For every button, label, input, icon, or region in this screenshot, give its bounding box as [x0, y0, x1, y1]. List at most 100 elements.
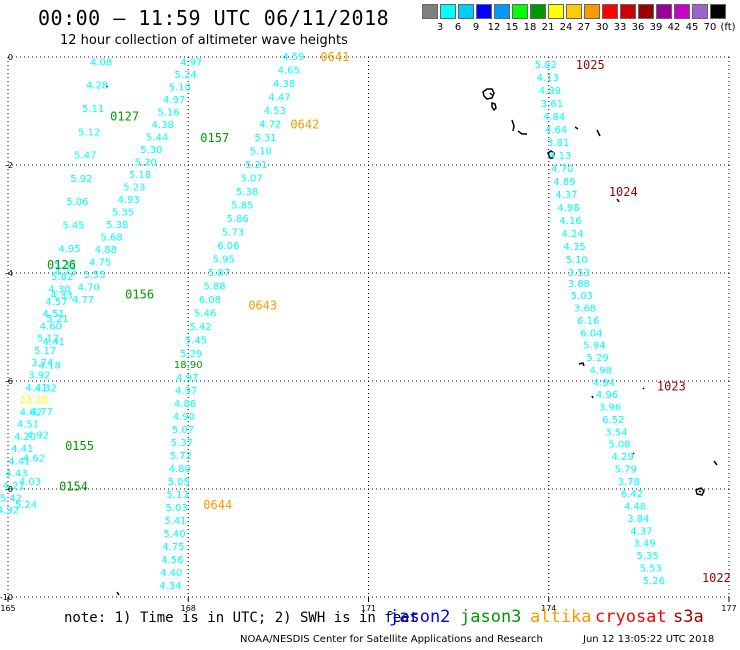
- swh-value: 4.51: [17, 420, 39, 431]
- legend-altika: altika: [530, 607, 592, 627]
- chart-title: 00:00 – 11:59 UTC 06/11/2018: [38, 6, 390, 30]
- axes: 165 168 171 174 177 0 -2 -4 -6 -8 -10: [0, 53, 737, 613]
- swh-value: 5.08: [608, 440, 630, 451]
- scale-swatch: [602, 4, 618, 19]
- swh-value: 3.53: [568, 268, 590, 279]
- swh-value: 5.73: [222, 228, 244, 239]
- swh-value: 4.48: [624, 502, 646, 513]
- swh-value: 4.16: [559, 216, 581, 227]
- swh-value: 4.37: [555, 190, 577, 201]
- swh-value: 5.94: [583, 341, 605, 352]
- y-tick-label: -6: [5, 377, 13, 386]
- swh-value: 5.55: [83, 270, 105, 281]
- swh-value: 4.95: [58, 244, 80, 255]
- swh-value: 23.28: [19, 395, 48, 406]
- swh-value: 3.84: [627, 514, 649, 525]
- swh-value: 5.87: [208, 268, 230, 279]
- swh-value: 4.03: [19, 477, 41, 488]
- pass-time-label: 0642: [290, 118, 319, 132]
- swh-value: 6.42: [621, 489, 643, 500]
- swh-value: 4.97: [163, 95, 185, 106]
- scale-label: 42: [667, 22, 681, 33]
- scale-label: 45: [685, 22, 699, 33]
- swh-value: 4.92: [27, 430, 49, 441]
- scale-swatch: [710, 4, 726, 19]
- swh-value: 4.64: [545, 125, 567, 136]
- swh-value: 4.32: [35, 384, 57, 395]
- swh-value: 4.38: [152, 120, 174, 131]
- footer-source: NOAA/NESDIS Center for Satellite Applica…: [240, 634, 543, 645]
- swh-value: 4.20: [14, 432, 36, 443]
- swh-value: 4.28: [86, 81, 108, 92]
- scale-swatch: [458, 4, 474, 19]
- swh-value: 5.03: [165, 503, 187, 514]
- pass-time-label: 1023: [657, 379, 686, 393]
- x-tick-label: 165: [0, 604, 15, 613]
- swh-value: 4.93: [118, 195, 140, 206]
- swh-value: 6.06: [217, 241, 239, 252]
- swh-value: 4.40: [160, 568, 182, 579]
- swh-value: 4.94: [593, 378, 615, 389]
- swh-value: 4.88: [95, 245, 117, 256]
- swh-value: 5.68: [100, 232, 122, 243]
- chart-subtitle: 12 hour collection of altimeter wave hei…: [60, 33, 348, 48]
- pass-time-label: 0644: [203, 498, 232, 512]
- island: [491, 101, 497, 112]
- scale-swatch: [674, 4, 690, 19]
- swh-value: 3.92: [28, 370, 50, 381]
- legend-cryosat: cryosat: [595, 607, 667, 627]
- swh-value: 5.05: [168, 477, 190, 488]
- pass-time-label: 0126: [47, 258, 76, 272]
- swh-value: 5.18: [129, 170, 151, 181]
- swh-value: 4.70: [78, 282, 100, 293]
- footer-timestamp: Jun 12 13:05:22 UTC 2018: [583, 634, 715, 645]
- tracks: 4.08 4.28 5.11 5.12 5.47 5.92 5.06 5.45 4.95 4.73…: [0, 52, 665, 592]
- scale-swatch: [620, 4, 636, 19]
- scale-label: 39: [649, 22, 663, 33]
- swh-value: 6.16: [577, 316, 599, 327]
- swh-value: 5.23: [123, 182, 145, 193]
- swh-value: 4.65: [278, 66, 300, 77]
- scale-label: 33: [613, 22, 627, 33]
- scale-label: 27: [577, 22, 591, 33]
- island: [511, 119, 527, 135]
- swh-value: 4.62: [23, 454, 45, 465]
- swh-value: 5.82: [51, 272, 73, 283]
- swh-value: 4.21: [3, 481, 25, 492]
- pass-time-label: 0155: [65, 439, 94, 453]
- swh-value: 4.73: [54, 267, 76, 278]
- pass-time-label: 1022: [702, 571, 731, 585]
- swh-value: 6.52: [602, 415, 624, 426]
- swh-value: 3.81: [547, 138, 569, 149]
- scale-label: 6: [454, 22, 462, 33]
- pass-time-label: 1024: [609, 185, 638, 199]
- scale-swatch: [512, 4, 528, 19]
- swh-value: 4.62: [20, 407, 42, 418]
- swh-value: 5.92: [70, 174, 92, 185]
- y-tick-label: -4: [5, 269, 13, 278]
- x-tick-label: 168: [181, 604, 196, 613]
- swh-value: 4.77: [72, 295, 94, 306]
- legend-note: note: 1) Time is in UTC; 2) SWH is in fe…: [64, 610, 419, 626]
- swh-value: 5.86: [227, 214, 249, 225]
- swh-value: 5.46: [194, 309, 216, 320]
- swh-value: 5.10: [169, 82, 191, 93]
- swh-value: 4.34: [159, 581, 181, 592]
- swh-value: 18.90: [174, 360, 203, 371]
- swh-value: 5.29: [586, 353, 608, 364]
- swh-value: 4.92: [0, 506, 19, 517]
- scale-label: (ft): [720, 22, 736, 33]
- swh-value: 4.98: [590, 365, 612, 376]
- swh-value: 4.75: [89, 257, 111, 268]
- swh-value: 5.29: [180, 349, 202, 360]
- swh-value: 4.53: [264, 106, 286, 117]
- pass-time-label: 0641: [320, 50, 349, 64]
- swh-value: 3.96: [599, 403, 621, 414]
- swh-value: 5.35: [637, 551, 659, 562]
- swh-value: 4.89: [539, 86, 561, 97]
- swh-value: 4.13: [537, 73, 559, 84]
- swh-value: 4.57: [45, 297, 67, 308]
- scale-swatch: [476, 4, 492, 19]
- swh-value: 4.98: [557, 203, 579, 214]
